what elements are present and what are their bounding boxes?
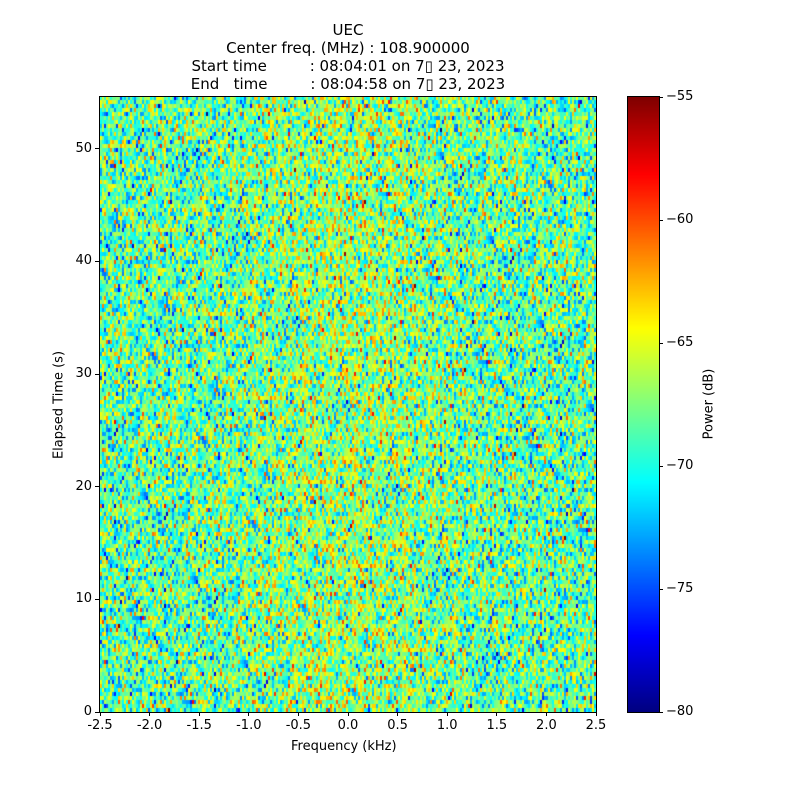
x-tick-mark (397, 712, 399, 716)
x-tick-mark (545, 712, 547, 716)
colorbar (628, 97, 659, 712)
x-tick-label: -1.0 (236, 718, 262, 733)
x-tick-label: 1.0 (436, 718, 458, 733)
x-tick-label: -2.5 (87, 718, 113, 733)
x-tick-mark (595, 712, 597, 716)
y-tick-label: 10 (75, 591, 92, 607)
x-tick-label: -0.5 (285, 718, 312, 733)
x-tick-mark (198, 712, 200, 716)
colorbar-tick-mark (659, 96, 663, 98)
colorbar-tick-mark (659, 588, 663, 590)
y-tick-mark (95, 373, 99, 375)
y-tick-label: 50 (75, 140, 92, 156)
colorbar-tick-mark (659, 465, 663, 467)
x-tick-mark (149, 712, 151, 716)
x-tick-label: 2.5 (585, 718, 607, 733)
y-tick-mark (95, 598, 99, 600)
title-line-end-time: End time : 08:04:58 on 7▯ 23, 2023 (190, 75, 506, 93)
x-tick-label: -1.5 (186, 718, 212, 733)
x-tick-mark (496, 712, 498, 716)
colorbar-tick-label: −55 (666, 89, 694, 104)
colorbar-tick-label: −75 (666, 581, 694, 596)
colorbar-tick-label: −70 (666, 458, 694, 473)
x-tick-label: 0.5 (387, 718, 408, 733)
x-tick-mark (99, 712, 101, 716)
y-tick-mark (95, 711, 99, 713)
x-tick-label: 2.0 (536, 718, 557, 733)
y-tick-label: 40 (75, 253, 92, 269)
x-tick-mark (446, 712, 448, 716)
y-tick-label: 0 (83, 704, 92, 719)
y-tick-label: 20 (75, 478, 92, 494)
colorbar-tick-label: −65 (666, 335, 694, 350)
y-tick-mark (95, 260, 99, 262)
colorbar-label: Power (dB) (701, 368, 717, 440)
colorbar-tick-label: −80 (666, 704, 694, 719)
colorbar-tick-mark (659, 219, 663, 221)
y-tick-mark (95, 148, 99, 150)
colorbar-tick-mark (659, 711, 663, 713)
colorbar-tick-label: −60 (666, 212, 694, 227)
colorbar-tick-mark (659, 342, 663, 344)
x-tick-mark (347, 712, 349, 716)
spectrogram-heatmap (100, 97, 596, 712)
title-line-station: UEC (332, 21, 364, 39)
y-tick-label: 30 (75, 366, 92, 382)
title-line-center-freq: Center freq. (MHz) : 108.900000 (226, 39, 470, 57)
y-tick-mark (95, 486, 99, 488)
x-tick-mark (248, 712, 250, 716)
x-tick-label: 0.0 (337, 718, 359, 733)
y-axis-label: Elapsed Time (s) (51, 350, 67, 460)
x-tick-mark (297, 712, 299, 716)
x-tick-label: -2.0 (136, 718, 163, 733)
x-axis-label: Frequency (kHz) (291, 739, 397, 754)
title-line-start-time: Start time : 08:04:01 on 7▯ 23, 2023 (191, 57, 505, 75)
x-tick-label: 1.5 (486, 718, 508, 733)
